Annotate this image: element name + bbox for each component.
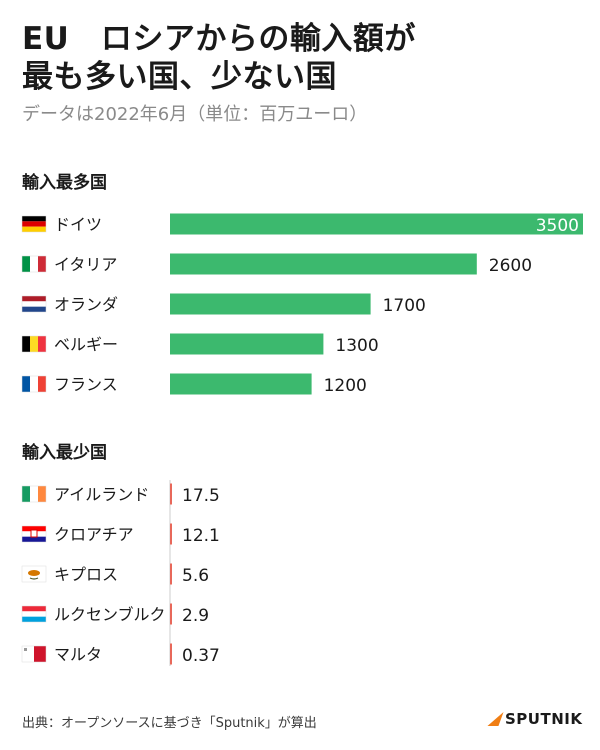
croatia-flag bbox=[21, 525, 47, 543]
chart-title-line-1: EU ロシアからの輸入額が bbox=[22, 21, 416, 57]
chart-title: EU ロシアからの輸入額が 最も多い国、少ない国 bbox=[22, 20, 582, 96]
france-flag bbox=[21, 375, 47, 393]
category-label: ベルギー bbox=[54, 335, 118, 354]
bar bbox=[170, 643, 172, 665]
data-label: 3500 bbox=[536, 216, 579, 236]
data-label: 1300 bbox=[335, 336, 378, 356]
category-label: ルクセンブルク bbox=[54, 605, 166, 624]
category-label: キプロス bbox=[54, 565, 118, 584]
chart-subtitle: データは2022年6月（単位：百万ユーロ） bbox=[22, 104, 368, 125]
category-label: ドイツ bbox=[54, 215, 102, 234]
bar bbox=[170, 563, 172, 585]
bar bbox=[170, 483, 172, 505]
category-label: フランス bbox=[54, 375, 118, 394]
brand-name: SPUTNIK bbox=[505, 710, 583, 728]
sputnik-logo-icon bbox=[487, 712, 504, 726]
data-label: 5.6 bbox=[182, 566, 209, 586]
section-title-top: 輸入最多国 bbox=[22, 173, 107, 193]
data-label: 17.5 bbox=[182, 486, 220, 506]
category-label: オランダ bbox=[54, 295, 118, 314]
category-label: クロアチア bbox=[54, 525, 134, 544]
category-label: アイルランド bbox=[54, 485, 149, 504]
germany-flag bbox=[21, 215, 47, 233]
bar bbox=[170, 213, 583, 235]
bar bbox=[170, 293, 371, 315]
luxembourg-flag bbox=[21, 605, 47, 623]
data-label: 12.1 bbox=[182, 526, 220, 546]
netherlands-flag bbox=[21, 295, 47, 313]
chart-title-line-2: 最も多い国、少ない国 bbox=[22, 59, 337, 95]
data-label: 0.37 bbox=[182, 646, 220, 666]
data-label: 2.9 bbox=[182, 606, 209, 626]
italy-flag bbox=[21, 255, 47, 273]
data-label: 2600 bbox=[489, 256, 532, 276]
bar bbox=[170, 333, 324, 355]
bar bbox=[170, 253, 477, 275]
data-label: 1700 bbox=[383, 296, 426, 316]
bar bbox=[170, 373, 312, 395]
source-note: 出典：オープンソースに基づき「Sputnik」が算出 bbox=[22, 716, 317, 731]
bar-chart: ドイツ 3500 イタリア 2600 オランダ 1700 ベルギー 1300 フランス 1200 ア… bbox=[21, 213, 583, 666]
ireland-flag bbox=[21, 485, 47, 503]
section-title-bottom: 輸入最少国 bbox=[22, 443, 107, 463]
belgium-flag bbox=[21, 335, 47, 353]
bar bbox=[170, 523, 172, 545]
cyprus-flag bbox=[21, 565, 47, 583]
category-label: イタリア bbox=[54, 255, 117, 274]
malta-flag bbox=[21, 645, 47, 663]
category-label: マルタ bbox=[54, 645, 102, 664]
brand-logo: SPUTNIK bbox=[487, 708, 583, 730]
data-label: 1200 bbox=[324, 376, 367, 396]
bar bbox=[170, 603, 172, 625]
